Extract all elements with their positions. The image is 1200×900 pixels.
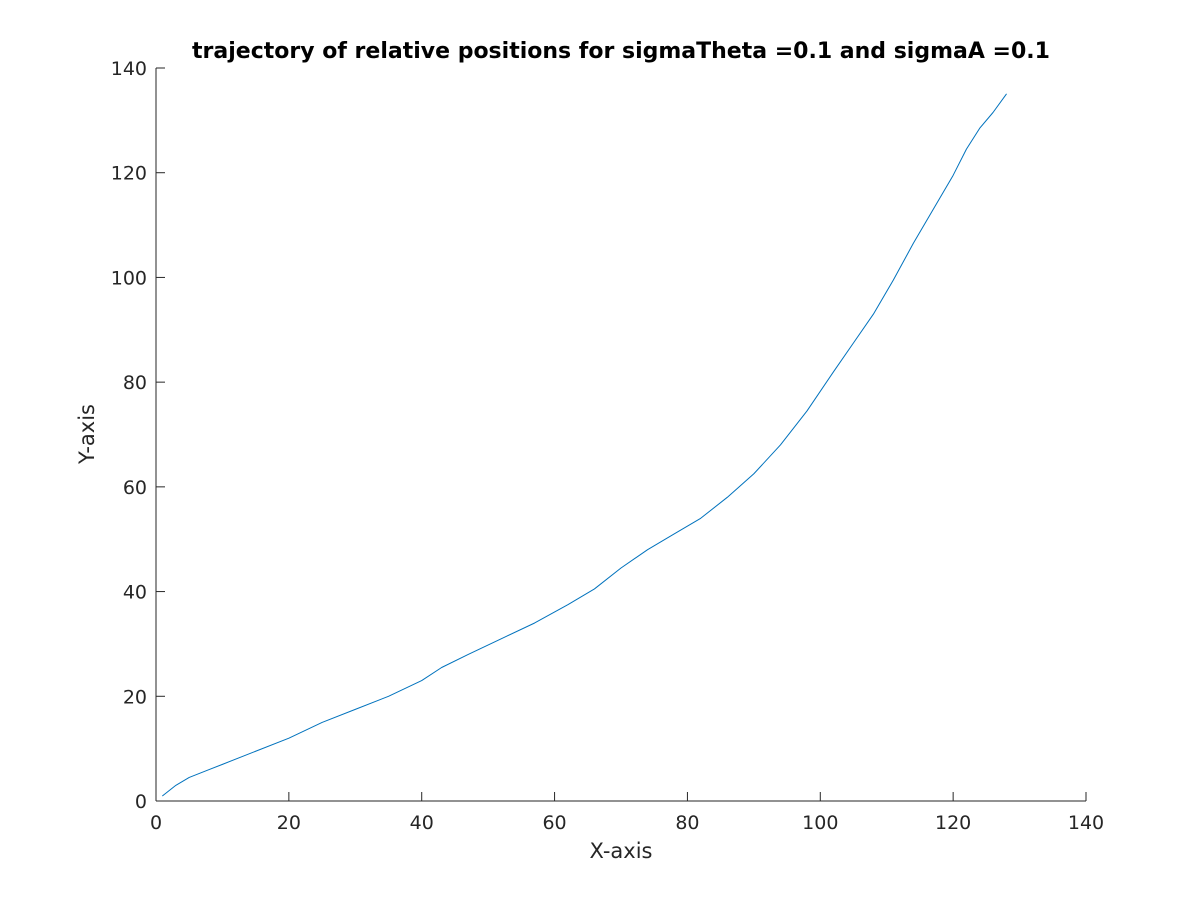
plot-area bbox=[156, 68, 1086, 801]
x-axis-label: X-axis bbox=[590, 839, 653, 863]
x-tick-label: 20 bbox=[277, 812, 301, 834]
x-tick-label: 140 bbox=[1068, 812, 1104, 834]
chart-title: trajectory of relative positions for sig… bbox=[192, 39, 1050, 64]
x-tick-label: 80 bbox=[675, 812, 699, 834]
x-tick-label: 120 bbox=[935, 812, 971, 834]
y-ticks: 0 20 40 60 80 100 120 140 bbox=[111, 58, 165, 813]
y-axis-label: Y-axis bbox=[75, 404, 99, 465]
x-tick-label: 60 bbox=[542, 812, 566, 834]
y-tick-label: 20 bbox=[123, 686, 147, 708]
y-tick-label: 140 bbox=[111, 58, 147, 80]
x-tick-label: 40 bbox=[410, 812, 434, 834]
series-layer bbox=[162, 93, 1007, 797]
y-tick-label: 60 bbox=[123, 477, 147, 499]
x-ticks: 0 20 40 60 80 100 120 140 bbox=[150, 792, 1104, 834]
y-tick-label: 0 bbox=[135, 791, 147, 813]
y-tick-label: 120 bbox=[111, 163, 147, 185]
y-tick-label: 100 bbox=[111, 267, 147, 289]
x-tick-label: 100 bbox=[802, 812, 838, 834]
y-tick-label: 80 bbox=[123, 372, 147, 394]
x-tick-label: 0 bbox=[150, 812, 162, 834]
series-line bbox=[162, 93, 1007, 797]
y-tick-label: 40 bbox=[123, 582, 147, 604]
